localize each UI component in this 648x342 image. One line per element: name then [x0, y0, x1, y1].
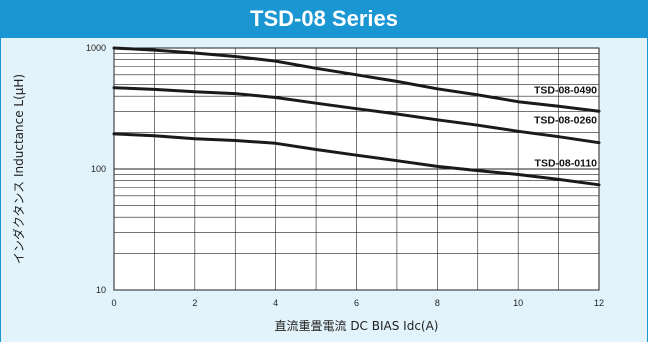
chart-title: TSD-08 Series [250, 6, 398, 31]
x-tick-label: 4 [273, 298, 278, 308]
y-tick-label: 100 [91, 164, 106, 174]
series-label: TSD-08-0110 [535, 157, 598, 169]
series-line [112, 86, 601, 145]
x-tick-label: 6 [354, 298, 359, 308]
x-tick-label: 10 [513, 298, 523, 308]
y-axis-label: インダクタンス Inductance L(μH) [11, 74, 26, 264]
title-bar: TSD-08 Series [1, 0, 647, 38]
grid-lines [114, 48, 599, 290]
series-line [112, 132, 601, 187]
tick-labels: 0 2 4 6 8 10 12 10 100 1000 [86, 43, 604, 308]
y-tick-label: 10 [96, 285, 106, 295]
x-tick-label: 2 [192, 298, 197, 308]
x-axis-label: 直流重畳電流 DC BIAS Idc(A) [275, 319, 439, 333]
series-label: TSD-08-0490 [534, 84, 597, 96]
series-lines [112, 46, 601, 187]
x-tick-label: 0 [111, 298, 116, 308]
x-tick-label: 12 [594, 298, 604, 308]
y-tick-label: 1000 [86, 43, 106, 53]
series-labels: TSD-08-0490 TSD-08-0260 TSD-08-0110 [534, 84, 597, 169]
x-tick-label: 8 [435, 298, 440, 308]
series-label: TSD-08-0260 [534, 115, 597, 127]
series-line [112, 46, 601, 113]
